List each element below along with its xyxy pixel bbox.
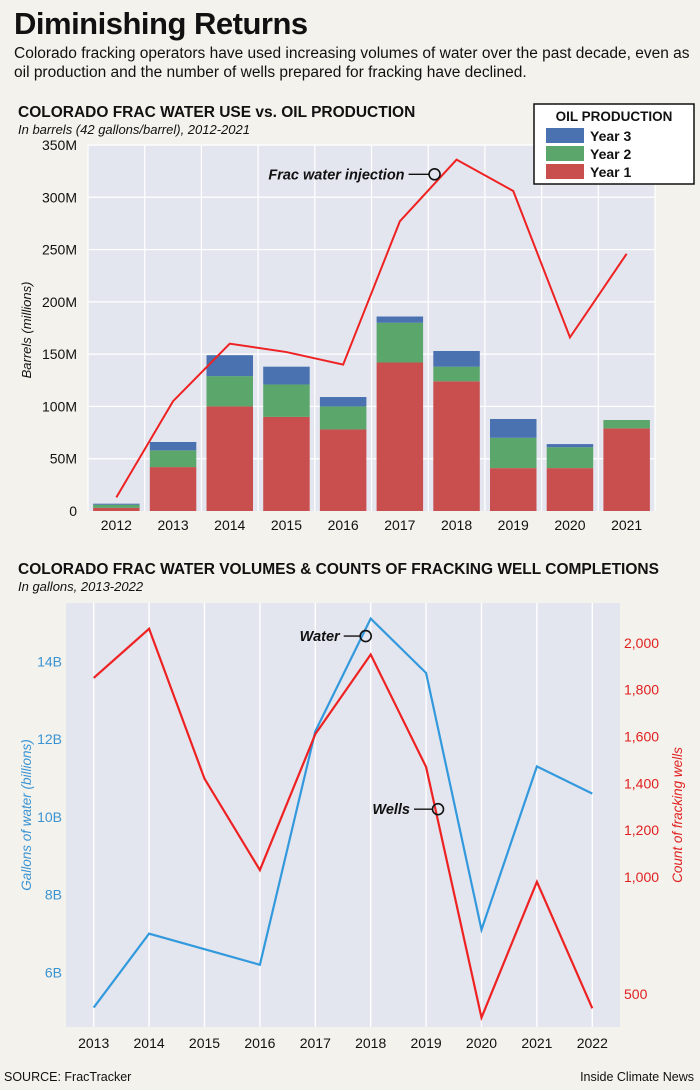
chart1-ytick-label: 0 xyxy=(69,503,77,519)
chart1-legend-swatch xyxy=(546,164,584,179)
chart1-legend-swatch xyxy=(546,146,584,161)
chart2-xtick-label: 2021 xyxy=(521,1035,552,1051)
chart1-ytick-label: 50M xyxy=(50,451,77,467)
chart2-left-ylabel: Gallons of water (billions) xyxy=(19,739,34,891)
chart2-left-tick-label: 8B xyxy=(45,887,62,903)
chart1-xtick-label: 2016 xyxy=(328,517,359,533)
chart1-bar-year1-2016 xyxy=(319,429,367,511)
chart1-bar-year3-2018 xyxy=(433,351,480,367)
chart1-bar-year2-2012 xyxy=(93,504,140,508)
chart1-legend-swatch xyxy=(546,128,584,143)
chart1-ytick-label: 200M xyxy=(42,294,77,310)
chart1-bar-year1-2019 xyxy=(490,468,537,511)
chart2-left-tick-label: 10B xyxy=(37,809,62,825)
chart1-bar-year2-2014 xyxy=(206,376,253,407)
chart1-bar-year2-2020 xyxy=(546,447,594,469)
chart1-bar-year1-2018 xyxy=(433,381,480,511)
chart1-xtick-label: 2015 xyxy=(271,517,302,533)
chart2-xtick-label: 2014 xyxy=(134,1035,165,1051)
chart1-bar-year3-2019 xyxy=(490,418,537,438)
chart1-ytick-label: 150M xyxy=(42,346,77,362)
chart1-bar-year1-2012 xyxy=(93,507,140,511)
chart2-title: COLORADO FRAC WATER VOLUMES & COUNTS OF … xyxy=(18,561,659,578)
chart1-xtick-label: 2014 xyxy=(214,517,245,533)
chart1-xtick-label: 2020 xyxy=(554,517,585,533)
chart1-water-line xyxy=(115,158,628,498)
chart1-title: COLORADO FRAC WATER USE vs. OIL PRODUCTI… xyxy=(18,104,416,121)
chart1-bar-year3-2013 xyxy=(149,441,197,451)
chart2-subtitle: In gallons, 2013-2022 xyxy=(18,579,144,594)
chart2-xtick-label: 2022 xyxy=(577,1035,608,1051)
chart2-right-tick-label: 2,000 xyxy=(624,635,659,651)
chart1-bar-year3-2020 xyxy=(546,444,594,448)
chart2-xtick-label: 2020 xyxy=(466,1035,497,1051)
chart2-right-tick-label: 1,000 xyxy=(624,869,659,885)
chart1-xtick-label: 2017 xyxy=(384,517,415,533)
chart2-xtick-label: 2018 xyxy=(355,1035,386,1051)
chart2-water-line xyxy=(92,616,593,1009)
chart1-bar-year1-2017 xyxy=(376,362,424,511)
chart1-bar-year1-2015 xyxy=(263,416,310,511)
chart2-right-tick-label: 1,800 xyxy=(624,682,659,698)
chart1-legend-box xyxy=(533,103,695,185)
chart1-ylabel: Barrels (millions) xyxy=(19,282,34,379)
chart1-bar-year3-2017 xyxy=(376,316,424,323)
chart1-bar-year1-2014 xyxy=(206,406,253,511)
chart1-annotation-label: Frac water injection xyxy=(268,167,404,183)
chart1-bar-year2-2016 xyxy=(319,406,367,430)
chart1-legend-label: Year 1 xyxy=(590,164,631,180)
chart1-bar-year3-2014 xyxy=(206,355,253,377)
chart2-left-tick-label: 6B xyxy=(45,965,62,981)
chart1-bar-year2-2015 xyxy=(263,384,310,417)
chart1-xtick-label: 2018 xyxy=(441,517,472,533)
chart1-legend-label: Year 3 xyxy=(590,128,631,144)
chart1-ytick-label: 350M xyxy=(42,137,77,153)
chart1-xtick-label: 2021 xyxy=(611,517,642,533)
chart2-right-tick-label: 1,400 xyxy=(624,775,659,791)
chart1-ytick-label: 300M xyxy=(42,189,77,205)
chart1-bar-year3-2016 xyxy=(319,397,367,407)
chart1-bar-year2-2021 xyxy=(603,420,650,429)
chart1-legend-label: Year 2 xyxy=(590,146,631,162)
chart1-ytick-label: 250M xyxy=(42,242,77,258)
chart1-bar-year3-2015 xyxy=(263,366,310,385)
chart2-left-tick-label: 14B xyxy=(37,653,62,669)
chart2-xtick-label: 2015 xyxy=(189,1035,220,1051)
chart1-xtick-label: 2013 xyxy=(157,517,188,533)
credit-note: Inside Climate News xyxy=(580,1070,694,1084)
chart2-xtick-label: 2013 xyxy=(78,1035,109,1051)
chart2-xtick-label: 2017 xyxy=(300,1035,331,1051)
chart1-xtick-label: 2019 xyxy=(498,517,529,533)
chart2-xtick-label: 2019 xyxy=(411,1035,442,1051)
chart1-legend-title: OIL PRODUCTION xyxy=(556,109,673,124)
chart2-left-tick-label: 12B xyxy=(37,731,62,747)
chart1-bar-year1-2021 xyxy=(603,428,650,511)
chart1-bar-year2-2019 xyxy=(490,437,537,469)
chart1-ytick-label: 100M xyxy=(42,398,77,414)
chart1-bar-year2-2017 xyxy=(376,322,424,363)
chart1-bar-year1-2020 xyxy=(546,468,594,511)
chart2-xtick-label: 2016 xyxy=(244,1035,275,1051)
chart1-bar-year3-2012 xyxy=(93,503,140,505)
chart1-bar-year2-2013 xyxy=(149,450,197,468)
chart2-water-annotation-label: Water xyxy=(300,629,341,645)
chart2-wells-line xyxy=(92,626,594,1022)
source-note: SOURCE: FracTracker xyxy=(4,1070,132,1084)
page-title: Diminishing Returns xyxy=(14,6,308,41)
chart1-xtick-label: 2012 xyxy=(101,517,132,533)
chart1-subtitle: In barrels (42 gallons/barrel), 2012-202… xyxy=(18,122,250,137)
chart2-right-tick-label: 1,600 xyxy=(624,729,659,745)
page-subtitle: Colorado fracking operators have used in… xyxy=(14,45,690,81)
chart1-bar-year1-2013 xyxy=(149,467,197,511)
chart2-right-tick-label: 1,200 xyxy=(624,822,659,838)
chart1-bar-year2-2018 xyxy=(433,366,480,382)
chart2-wells-annotation-label: Wells xyxy=(372,802,410,818)
chart2-right-tick-label: 500 xyxy=(624,986,648,1002)
chart2-right-ylabel: Count of fracking wells xyxy=(670,747,685,883)
